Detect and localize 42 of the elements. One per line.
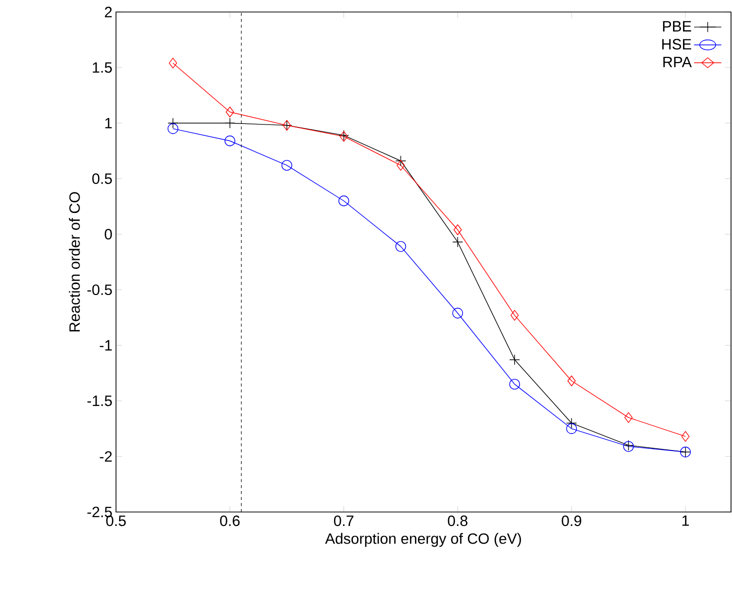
y-tick-label: 0 bbox=[104, 228, 112, 240]
y-axis-title: Reaction order of CO bbox=[68, 192, 80, 332]
point bbox=[567, 376, 576, 386]
y-tick-label: 0.5 bbox=[92, 173, 112, 184]
point bbox=[566, 423, 577, 434]
point bbox=[168, 58, 178, 68]
x-axis-title: Adsorption energy of CO (eV) bbox=[325, 532, 521, 547]
point bbox=[624, 412, 633, 423]
point bbox=[168, 123, 178, 134]
point bbox=[452, 308, 464, 318]
legend-label: HSE bbox=[662, 38, 692, 50]
point bbox=[281, 160, 292, 171]
x-tick-label: 0.9 bbox=[562, 516, 582, 526]
point bbox=[454, 224, 462, 236]
y-tick-label: -2.5 bbox=[87, 506, 112, 518]
x-tick-label: 1 bbox=[682, 516, 689, 526]
point bbox=[168, 118, 178, 128]
x-tick-label: 0.7 bbox=[334, 516, 354, 526]
point bbox=[395, 156, 406, 166]
legend-label: RPA bbox=[663, 56, 692, 68]
y-tick-label: 2 bbox=[104, 6, 112, 18]
point bbox=[681, 431, 690, 442]
y-tick-label: -1 bbox=[100, 340, 112, 350]
legend-label: PBE bbox=[663, 21, 692, 32]
y-tick-label: -1.5 bbox=[87, 396, 112, 406]
point bbox=[452, 236, 464, 248]
x-tick-label: 0.8 bbox=[448, 516, 468, 526]
y-tick-label: -0.5 bbox=[87, 284, 112, 296]
point bbox=[224, 136, 236, 146]
point bbox=[395, 241, 406, 252]
point bbox=[566, 418, 577, 428]
y-tick-label: 1.5 bbox=[92, 62, 112, 73]
point bbox=[510, 310, 519, 321]
point bbox=[338, 196, 350, 206]
point bbox=[509, 354, 520, 366]
point bbox=[509, 378, 520, 390]
y-tick-label: 1 bbox=[105, 118, 112, 128]
point bbox=[396, 160, 405, 171]
y-tick-label: -2 bbox=[100, 451, 112, 462]
x-tick-label: 0.6 bbox=[220, 516, 240, 526]
point bbox=[224, 118, 236, 128]
point bbox=[226, 106, 234, 118]
